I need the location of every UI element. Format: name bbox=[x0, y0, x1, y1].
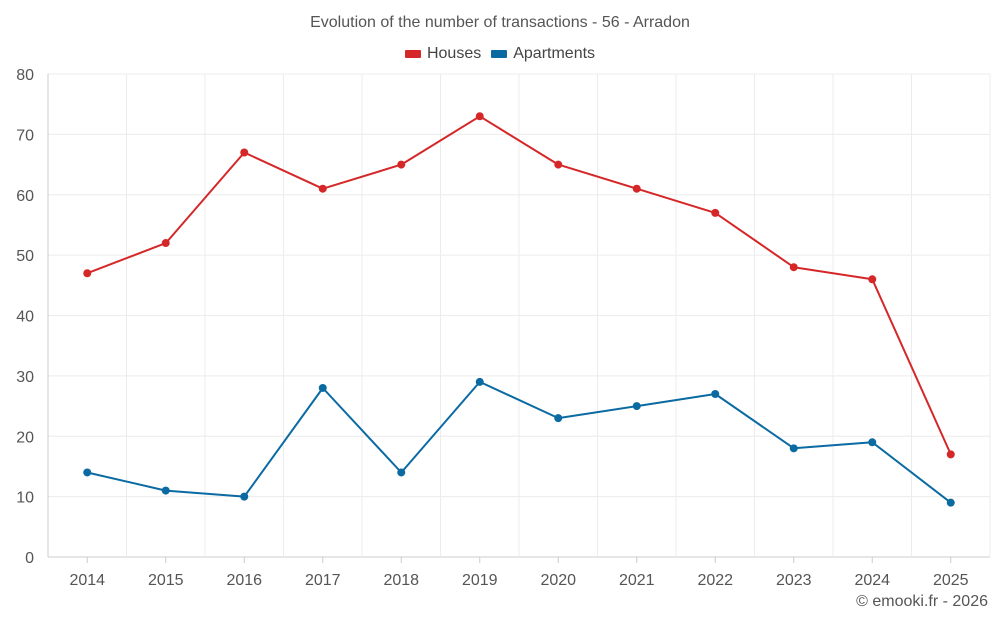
y-tick-label: 10 bbox=[16, 490, 34, 507]
y-tick-label: 60 bbox=[16, 188, 34, 205]
data-point-houses bbox=[161, 239, 170, 248]
data-point-apartments bbox=[868, 438, 877, 447]
data-point-houses bbox=[789, 263, 798, 272]
x-tick-label: 2021 bbox=[619, 572, 655, 589]
data-point-apartments bbox=[161, 486, 170, 495]
data-point-houses bbox=[240, 148, 249, 157]
data-point-houses bbox=[554, 160, 563, 169]
data-point-houses bbox=[397, 160, 406, 169]
data-point-apartments bbox=[632, 402, 641, 411]
data-point-apartments bbox=[397, 468, 406, 477]
y-tick-label: 50 bbox=[16, 248, 34, 265]
x-tick-label: 2020 bbox=[540, 572, 576, 589]
data-point-houses bbox=[632, 184, 641, 193]
x-tick-label: 2025 bbox=[933, 572, 969, 589]
x-tick-label: 2014 bbox=[69, 572, 105, 589]
data-point-houses bbox=[946, 450, 955, 459]
y-tick-label: 0 bbox=[25, 550, 34, 567]
legend-item-houses[interactable]: Houses bbox=[404, 45, 482, 63]
legend-item-apartments[interactable]: Apartments bbox=[491, 45, 595, 63]
x-tick-label: 2024 bbox=[854, 572, 890, 589]
legend: Houses Apartments bbox=[0, 45, 1000, 63]
data-point-apartments bbox=[475, 377, 484, 386]
series-line-houses bbox=[86, 115, 952, 455]
data-point-apartments bbox=[318, 383, 327, 392]
data-point-apartments bbox=[240, 492, 249, 501]
data-point-houses bbox=[868, 275, 877, 284]
x-tick-label: 2022 bbox=[697, 572, 733, 589]
x-tick-label: 2018 bbox=[383, 572, 419, 589]
legend-swatch-houses bbox=[404, 50, 421, 58]
legend-label-apartments: Apartments bbox=[513, 45, 596, 62]
data-point-houses bbox=[318, 184, 327, 193]
x-tick-label: 2016 bbox=[226, 572, 262, 589]
data-point-houses bbox=[711, 208, 720, 217]
legend-swatch-apartments bbox=[491, 50, 508, 58]
legend-label-houses: Houses bbox=[426, 45, 482, 62]
x-tick-label: 2019 bbox=[462, 572, 498, 589]
x-tick-label: 2017 bbox=[305, 572, 341, 589]
y-tick-label: 20 bbox=[16, 429, 34, 446]
chart-title: Evolution of the number of transactions … bbox=[310, 14, 690, 31]
y-tick-label: 30 bbox=[16, 369, 34, 386]
y-tick-label: 70 bbox=[16, 127, 34, 144]
x-tick-label: 2023 bbox=[776, 572, 812, 589]
data-point-apartments bbox=[711, 389, 720, 398]
series-line-apartments bbox=[87, 380, 952, 504]
data-point-houses bbox=[475, 112, 484, 121]
x-tick-label: 2015 bbox=[148, 572, 184, 589]
y-tick-label: 80 bbox=[16, 67, 34, 84]
data-point-apartments bbox=[554, 414, 563, 423]
data-point-apartments bbox=[946, 498, 955, 507]
data-point-apartments bbox=[83, 468, 92, 477]
data-point-houses bbox=[83, 269, 92, 278]
data-point-apartments bbox=[789, 444, 798, 453]
copyright-credit: © emooki.fr - 2026 bbox=[856, 593, 988, 610]
y-tick-label: 40 bbox=[16, 309, 34, 326]
